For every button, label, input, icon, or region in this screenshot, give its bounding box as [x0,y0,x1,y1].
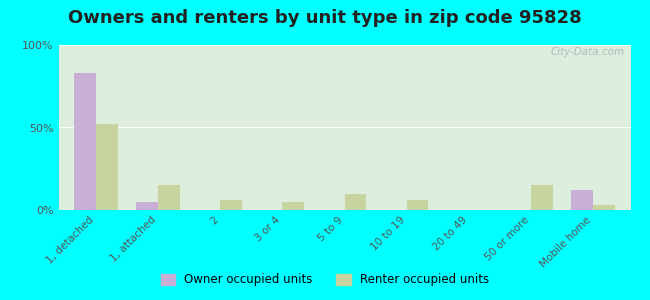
Bar [158,185,180,210]
Bar [136,202,158,210]
Bar [571,190,593,210]
Bar [344,194,366,210]
Bar [96,124,118,210]
Bar [531,185,552,210]
Legend: Owner occupied units, Renter occupied units: Owner occupied units, Renter occupied un… [156,269,494,291]
Text: Owners and renters by unit type in zip code 95828: Owners and renters by unit type in zip c… [68,9,582,27]
Bar [593,205,615,210]
Text: City-Data.com: City-Data.com [551,46,625,57]
Bar [74,73,96,210]
Bar [407,200,428,210]
Bar [220,200,242,210]
Bar [282,202,304,210]
